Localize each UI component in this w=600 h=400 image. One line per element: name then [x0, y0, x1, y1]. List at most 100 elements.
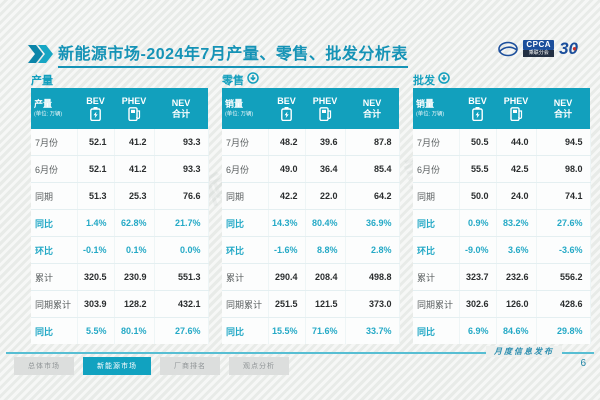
cell-value: 0.9%	[459, 209, 497, 237]
column-header-NEV-合计: NEV 合计	[536, 88, 590, 129]
column-header-NEV-合计: NEV 合计	[345, 88, 399, 129]
cell-value: 80.1%	[114, 317, 155, 344]
column-header-label: 合计	[553, 108, 572, 119]
section-label: 零售	[222, 71, 399, 88]
cell-value: 51.3	[77, 182, 115, 210]
cell-value: 320.5	[77, 263, 115, 291]
section-label: 批发	[413, 71, 590, 88]
cell-value: 323.7	[459, 263, 497, 291]
row-label: 环比	[222, 236, 269, 264]
cell-value: 52.1	[77, 129, 115, 156]
corner-header-cell: 产量 (单位: 万辆)	[31, 88, 77, 129]
cell-value: 39.6	[305, 129, 346, 156]
table-row: 同期累计 303.9 128.2 432.1	[31, 290, 209, 318]
cell-value: 230.9	[114, 263, 155, 291]
cell-value: 29.8%	[536, 317, 591, 344]
table-row: 7月份 50.5 44.0 94.5	[413, 129, 591, 156]
cell-value: 6.9%	[459, 317, 497, 344]
row-label: 同比	[413, 209, 460, 237]
row-label: 6月份	[31, 155, 78, 183]
cell-value: 27.6%	[536, 209, 591, 237]
data-table: 销量 (单位: 万辆) BEV PHEV NEV 合计 7月份 50.5 44.0 94.5 6月份…	[413, 88, 591, 344]
cell-value: -9.0%	[459, 236, 497, 264]
table-block-2: 批发 销量 (单位: 万辆) BEV PHEV NEV 合计 7月份 50.5 44.0 94.5 6…	[413, 71, 591, 344]
cell-value: 302.6	[459, 290, 497, 318]
logo-area: CPCA 乘联分会 30 ●	[498, 40, 578, 57]
column-header-PHEV: PHEV	[114, 88, 154, 129]
cell-value: 551.3	[154, 263, 209, 291]
table-row: 同比 15.5% 71.6% 33.7%	[222, 317, 400, 344]
row-label: 同比	[222, 209, 269, 237]
cpca-logo: CPCA 乘联分会	[523, 40, 555, 57]
column-header-label: PHEV	[503, 95, 529, 106]
cell-value: 87.8	[345, 129, 400, 156]
cell-value: 76.6	[154, 182, 209, 210]
cell-value: 373.0	[345, 290, 400, 318]
row-label: 环比	[31, 236, 78, 264]
row-label: 同期累计	[413, 290, 460, 318]
cell-value: 126.0	[496, 290, 537, 318]
table-block-0: 产量 产量 (单位: 万辆) BEV PHEV NEV 合计 7月份 52.1 41.2 93.3 6…	[31, 71, 209, 344]
charging-station-icon	[305, 107, 345, 122]
footer-divider	[6, 352, 594, 354]
row-label: 6月份	[413, 155, 460, 183]
table-row: 6月份 52.1 41.2 93.3	[31, 155, 209, 183]
cell-value: 52.1	[77, 155, 115, 183]
footer-tab-0[interactable]: 总体市场	[14, 357, 74, 375]
cell-value: 42.2	[268, 182, 306, 210]
cell-value: 556.2	[536, 263, 591, 291]
footer-tab-1[interactable]: 新能源市场	[83, 357, 151, 375]
column-header-BEV: BEV	[77, 88, 114, 129]
cell-value: -0.1%	[77, 236, 115, 264]
row-label: 环比	[413, 236, 460, 264]
cell-value: 36.4	[305, 155, 346, 183]
cpca-logo-subtext: 乘联分会	[523, 50, 555, 57]
table-row: 同期累计 302.6 126.0 428.6	[413, 290, 591, 318]
arrow-down-circle-icon	[438, 72, 450, 87]
cell-value: 50.5	[459, 129, 497, 156]
footer-tab-2[interactable]: 厂商排名	[160, 357, 220, 375]
row-label: 同期	[222, 182, 269, 210]
footer-tab-3[interactable]: 观点分析	[229, 357, 289, 375]
double-chevron-icon	[28, 45, 53, 63]
table-row: 6月份 55.5 42.5 98.0	[413, 155, 591, 183]
row-label: 累计	[31, 263, 78, 291]
column-header-label: 合计	[362, 108, 381, 119]
charging-station-icon	[114, 107, 154, 122]
column-header-label: NEV	[171, 98, 191, 109]
column-header-label: PHEV	[312, 95, 338, 106]
table-block-1: 零售 销量 (单位: 万辆) BEV PHEV NEV 合计 7月份 48.2 39.6 87.8 6…	[222, 71, 400, 344]
unit-note: (单位: 万辆)	[225, 112, 254, 118]
column-header-label: BEV	[86, 95, 105, 106]
column-header-PHEV: PHEV	[496, 88, 536, 129]
cell-value: 21.7%	[154, 209, 209, 237]
table-row: 同比 14.3% 80.4% 36.9%	[222, 209, 400, 237]
cell-value: 42.5	[496, 155, 537, 183]
row-label: 同期累计	[222, 290, 269, 318]
cell-value: 49.0	[268, 155, 306, 183]
cell-value: 41.2	[114, 129, 155, 156]
column-header-NEV-合计: NEV 合计	[154, 88, 208, 129]
row-label: 累计	[413, 263, 460, 291]
cell-value: 25.3	[114, 182, 155, 210]
cell-value: 15.5%	[268, 317, 306, 344]
row-label: 同期累计	[31, 290, 78, 318]
battery-icon	[77, 107, 114, 122]
column-header-BEV: BEV	[459, 88, 496, 129]
cell-value: 62.8%	[114, 209, 155, 237]
table-row: 累计 323.7 232.6 556.2	[413, 263, 591, 291]
cell-value: 303.9	[77, 290, 115, 318]
row-label: 同比	[31, 209, 78, 237]
cell-value: 41.2	[114, 155, 155, 183]
data-table: 产量 (单位: 万辆) BEV PHEV NEV 合计 7月份 52.1 41.2 93.3 6月份…	[31, 88, 209, 344]
tables-container: 产量 产量 (单位: 万辆) BEV PHEV NEV 合计 7月份 52.1 41.2 93.3 6…	[31, 71, 591, 344]
column-header-label: BEV	[468, 95, 487, 106]
cell-value: 84.6%	[496, 317, 537, 344]
release-label: 月度信息发布	[486, 346, 562, 357]
section-title: 零售	[222, 74, 244, 87]
cpca-logo-text: CPCA	[523, 40, 555, 50]
row-label: 同比	[413, 317, 460, 344]
column-header-label: BEV	[277, 95, 296, 106]
table-row: 累计 320.5 230.9 551.3	[31, 263, 209, 291]
unit-note: (单位: 万辆)	[416, 112, 445, 118]
